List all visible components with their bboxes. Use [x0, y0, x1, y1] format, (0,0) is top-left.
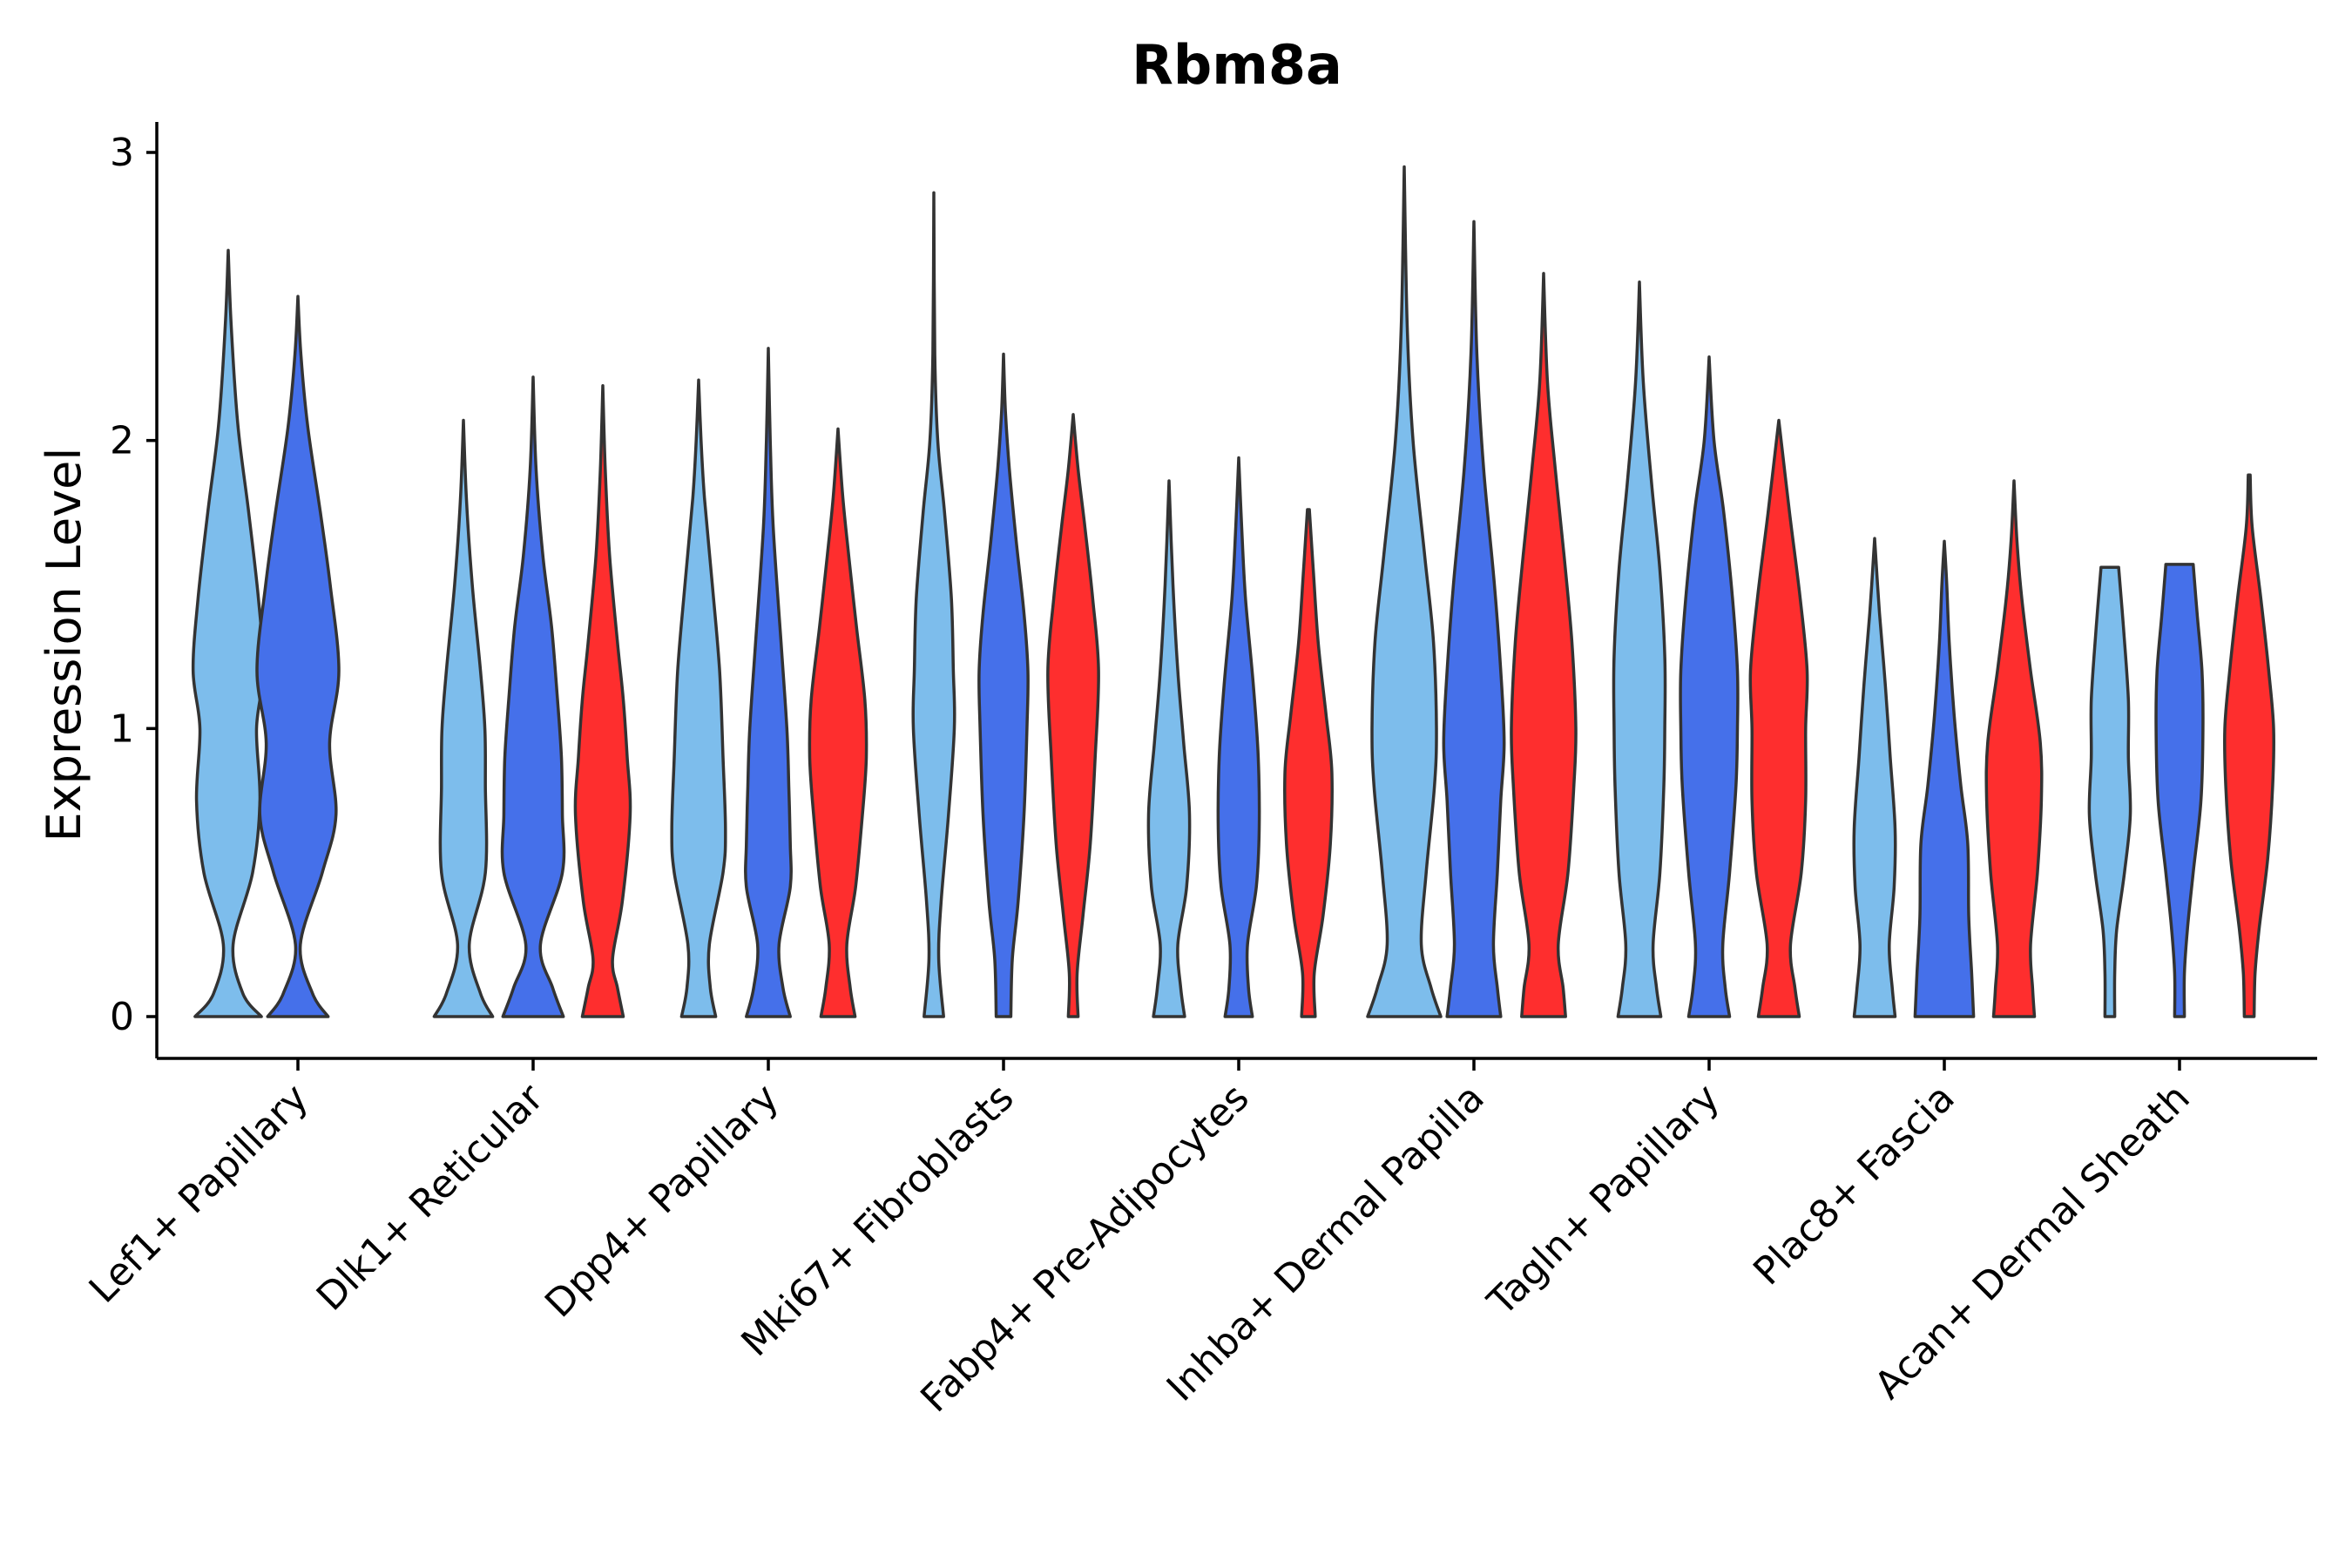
- violin-plac8-fascia-group-2: [1913, 539, 1976, 1018]
- violin-acan-dermal-sheath-group-3: [2222, 473, 2276, 1018]
- x-tick-label: Dlk1+ Reticular: [308, 1075, 553, 1320]
- violin-fabp4-pre-adipocytes-group-3: [1283, 508, 1334, 1018]
- violin-acan-dermal-sheath-group-2: [2154, 563, 2205, 1018]
- y-axis: 0 1 2 3: [110, 122, 159, 1058]
- violin-inhba-dermal-papilla-group-2: [1442, 220, 1506, 1018]
- x-tick-label: Tagln+ Papillary: [1479, 1076, 1728, 1325]
- violin-dlk1-reticular-group-1: [432, 418, 495, 1018]
- violin-inhba-dermal-papilla-group-1: [1366, 165, 1443, 1018]
- y-tick-label: 3: [110, 131, 134, 175]
- x-tick-label: Plac8+ Fascia: [1745, 1076, 1963, 1294]
- violin-dpp4-papillary-group-3: [808, 427, 868, 1018]
- violin-acan-dermal-sheath-group-1: [2087, 565, 2132, 1018]
- y-tick-label: 2: [110, 419, 134, 463]
- x-tick-label: Lef1+ Papillary: [81, 1076, 317, 1312]
- x-tick-label: Dpp4+ Papillary: [537, 1076, 787, 1327]
- violin-lef1-papillary-group-2: [255, 294, 341, 1018]
- violin-dpp4-papillary-group-2: [744, 347, 793, 1018]
- violin-mki67-fibroblasts-group-1: [911, 191, 956, 1018]
- violin-fabp4-pre-adipocytes-group-2: [1216, 456, 1261, 1018]
- violin-mki67-fibroblasts-group-3: [1046, 413, 1100, 1018]
- y-axis-title: Expression Level: [37, 448, 91, 842]
- violin-dpp4-papillary-group-1: [670, 378, 727, 1018]
- chart-title: Rbm8a: [1132, 33, 1342, 97]
- violin-mki67-fibroblasts-group-2: [977, 352, 1030, 1018]
- violin-tagln-papillary-group-2: [1679, 355, 1740, 1018]
- violin-plac8-fascia-group-1: [1852, 537, 1897, 1018]
- violin-dlk1-reticular-group-2: [500, 375, 566, 1018]
- violin-tagln-papillary-group-3: [1748, 418, 1809, 1018]
- violin-plac8-fascia-group-3: [1984, 479, 2044, 1018]
- violin-tagln-papillary-group-1: [1612, 280, 1667, 1018]
- violin-fabp4-pre-adipocytes-group-1: [1146, 479, 1192, 1018]
- y-tick-label: 1: [110, 706, 134, 751]
- y-tick-label: 0: [110, 995, 134, 1039]
- violin-inhba-dermal-papilla-group-3: [1510, 272, 1578, 1018]
- violin-lef1-papillary-group-1: [191, 248, 266, 1018]
- violin-group: [191, 165, 2276, 1018]
- violin-dlk1-reticular-group-3: [573, 384, 632, 1018]
